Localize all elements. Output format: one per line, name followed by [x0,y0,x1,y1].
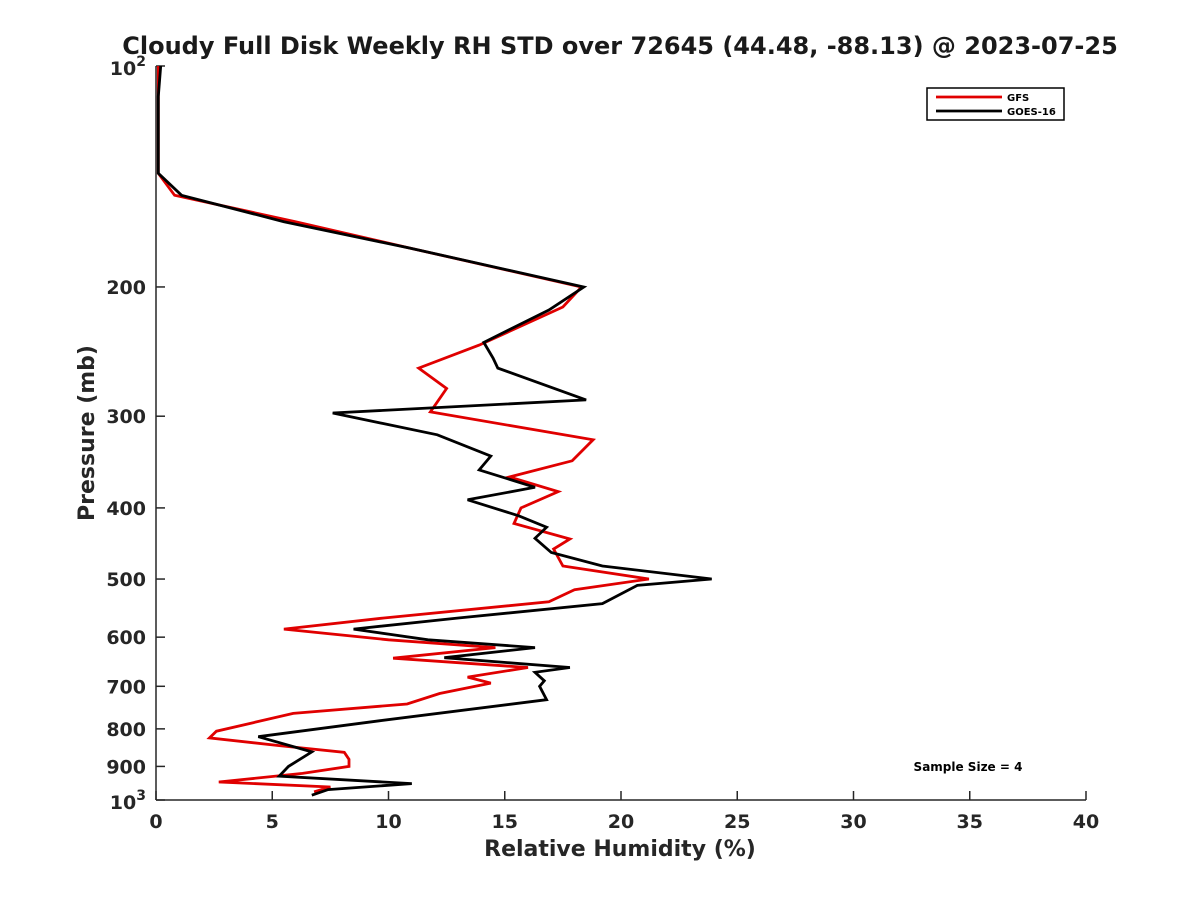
legend: GFS GOES-16 [926,87,1065,121]
x-tick-label: 40 [1073,811,1099,833]
x-tick-label: 15 [492,811,518,833]
legend-entry: GOES-16 [1007,107,1056,118]
x-axis-label: Relative Humidity (%) [484,837,756,862]
y-tick-label: 300 [106,406,146,428]
y-tick-label: 900 [106,756,146,778]
x-tick-label: 0 [149,811,162,833]
series-line-goes-16 [156,65,712,797]
x-tick-label: 30 [840,811,866,833]
y-tick-label: 800 [106,719,146,741]
axes: 0 5 10 15 20 25 30 35 40 102 200 300 400 500 600 700 800… [106,54,1099,833]
legend-box [926,87,1065,121]
legend-entry: GFS [1007,93,1029,104]
chart-title: Cloudy Full Disk Weekly RH STD over 7264… [122,32,1118,60]
y-tick-label: 600 [106,627,146,649]
x-tick-label: 35 [957,811,983,833]
x-tick-label: 25 [724,811,750,833]
x-tick-label: 10 [375,811,401,833]
y-axis-label: Pressure (mb) [75,345,100,521]
x-tick-label: 5 [266,811,279,833]
y-tick-label: 400 [106,498,146,520]
y-tick-label: 500 [106,569,146,591]
y-tick-label: 103 [110,788,146,814]
series-layer [156,65,712,797]
y-tick-label: 700 [106,676,146,698]
y-tick-label: 102 [110,54,146,80]
y-tick-label: 200 [106,277,146,299]
x-tick-label: 20 [608,811,634,833]
sample-size-annotation: Sample Size = 4 [914,760,1023,774]
